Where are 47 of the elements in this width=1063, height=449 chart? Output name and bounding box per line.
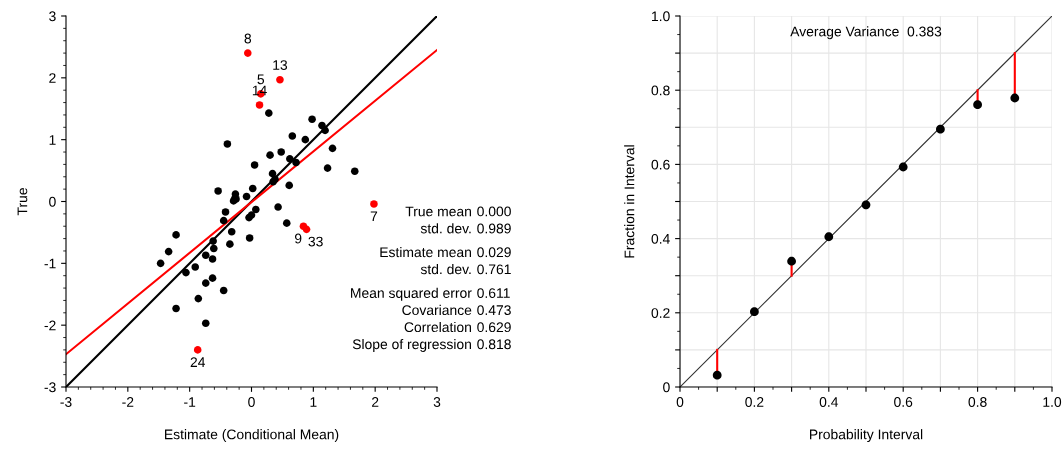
x-tick-label: 1.0 [1043, 397, 1062, 407]
annotation: Slope of regression 0.818 [352, 338, 511, 352]
annotation: 14 [252, 85, 267, 96]
y-tick-label: 0 [663, 382, 670, 393]
x-tick-label: 3 [433, 397, 441, 407]
x-tick-label: 1 [310, 397, 317, 407]
x-tick-label: 0.2 [745, 397, 764, 407]
x-tick-label: -2 [122, 397, 134, 407]
x-axis-title: Estimate (Conditional Mean) [165, 429, 339, 443]
y-tick-label: 0.2 [651, 308, 670, 318]
annotation: 33 [308, 236, 323, 247]
annotation: True mean 0.000 [405, 206, 511, 217]
x-tick-label: 0.4 [819, 397, 839, 407]
x-tick-label: 2 [372, 397, 379, 407]
annotation: 24 [190, 357, 206, 367]
x-tick-label: 0 [248, 397, 255, 407]
annotation: std. dev. 0.989 [420, 223, 511, 234]
y-tick-label: -2 [44, 320, 56, 331]
y-tick-label: -1 [44, 258, 56, 269]
y-tick-label: 0.4 [651, 233, 670, 244]
y-tick-label: 1.0 [652, 11, 670, 22]
x-tick-label: 0.8 [968, 397, 987, 407]
x-tick-label: 0 [676, 397, 684, 407]
y-tick-label: 0.8 [651, 85, 670, 96]
y-tick-label: 2 [49, 73, 56, 83]
annotation: Mean squared error 0.611 [351, 287, 510, 301]
annotation: std. dev. 0.761 [420, 264, 511, 275]
annotation: 13 [273, 60, 288, 70]
x-tick-label: -3 [60, 397, 72, 407]
y-tick-label: 0.6 [651, 159, 670, 170]
annotation: Average Variance 0.383 [790, 26, 942, 40]
y-axis-title: True [17, 188, 28, 216]
annotation: Covariance 0.473 [402, 304, 511, 316]
x-tick-label: -1 [184, 397, 196, 407]
annotation: Estimate mean 0.029 [380, 246, 511, 258]
x-tick-label: 0.6 [894, 397, 913, 407]
annotation: 7 [370, 211, 378, 221]
annotation: 8 [244, 33, 252, 44]
y-axis-title: Fraction in Interval [624, 145, 635, 258]
annotation: 5 [257, 74, 265, 85]
annotation: 9 [294, 233, 302, 244]
y-tick-label: 3 [49, 11, 56, 22]
x-axis-title: Probability Interval [810, 429, 923, 443]
annotation: Correlation 0.629 [404, 321, 511, 333]
y-tick-label: 1 [49, 135, 56, 145]
y-tick-label: -3 [44, 382, 56, 393]
y-tick-label: 0 [49, 196, 56, 207]
